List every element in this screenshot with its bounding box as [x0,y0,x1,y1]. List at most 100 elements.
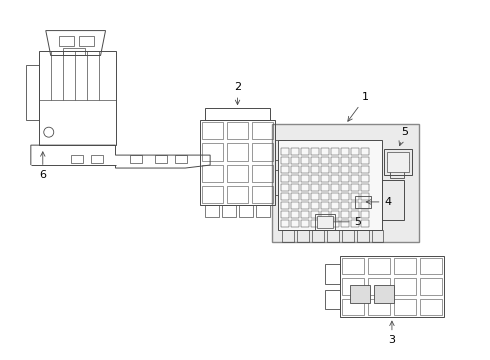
Bar [202,122,223,139]
Text: 5: 5 [399,127,408,145]
Text: 4: 4 [366,197,392,207]
Bar [341,175,348,182]
Bar [227,165,248,182]
Bar [321,166,329,173]
Bar [252,122,273,139]
Bar [311,175,319,182]
Bar [350,220,359,227]
Bar [321,220,329,227]
Bar [291,193,299,200]
Bar [331,220,339,227]
Bar [388,152,409,172]
Bar [331,148,339,155]
Bar [227,122,248,139]
Bar [26,66,39,120]
Bar [202,165,223,182]
Bar [256,205,270,217]
Bar [239,205,253,217]
Bar [311,166,319,173]
Bar [341,193,348,200]
Bar [321,211,329,218]
Bar [331,175,339,182]
Bar [361,157,368,164]
Bar [340,256,444,318]
Bar [291,175,299,182]
Bar [342,230,354,242]
Bar [420,278,442,295]
Bar [297,230,309,242]
Bar [301,193,309,200]
Bar [291,166,299,173]
Bar [252,186,273,203]
Bar [175,155,187,163]
Bar [275,170,287,195]
Bar [311,148,319,155]
Bar [291,202,299,209]
Bar [357,230,368,242]
Bar [291,211,299,218]
Bar [350,166,359,173]
Bar [383,180,404,220]
Bar [59,36,74,45]
Bar [155,155,167,163]
Bar [281,148,289,155]
Bar [391,160,404,178]
Bar [39,50,117,145]
Bar [361,184,368,191]
Bar [278,140,383,230]
Bar [350,157,359,164]
Bar [374,285,394,302]
Text: 2: 2 [234,82,241,104]
Bar [227,143,248,161]
Bar [331,157,339,164]
Bar [317,216,333,228]
Bar [315,214,335,230]
Bar [342,299,364,315]
Bar [227,186,248,203]
Bar [301,220,309,227]
Bar [361,148,368,155]
Bar [321,148,329,155]
Bar [301,211,309,218]
Bar [355,196,370,208]
Bar [281,175,289,182]
Bar [281,220,289,227]
Bar [368,278,390,295]
Bar [331,211,339,218]
Bar [331,184,339,191]
Bar [205,108,270,120]
Bar [342,278,364,295]
Bar [202,143,223,161]
Bar [321,184,329,191]
Bar [331,202,339,209]
Bar [281,211,289,218]
Bar [311,202,319,209]
Bar [252,165,273,182]
Text: 1: 1 [348,92,369,121]
Bar [301,148,309,155]
Bar [321,202,329,209]
Bar [291,157,299,164]
Bar [350,211,359,218]
Bar [371,230,384,242]
Bar [281,193,289,200]
Bar [341,211,348,218]
Text: 3: 3 [389,321,395,345]
Bar [301,202,309,209]
Bar [205,205,219,217]
Bar [301,166,309,173]
Bar [291,220,299,227]
Bar [394,299,416,315]
Bar [281,202,289,209]
Bar [341,184,348,191]
Bar [350,175,359,182]
Bar [281,166,289,173]
Bar [361,193,368,200]
Bar [325,264,340,284]
Bar [341,148,348,155]
Bar [341,220,348,227]
Bar [272,124,419,242]
Bar [394,278,416,295]
Text: 6: 6 [39,152,46,180]
Bar [341,202,348,209]
